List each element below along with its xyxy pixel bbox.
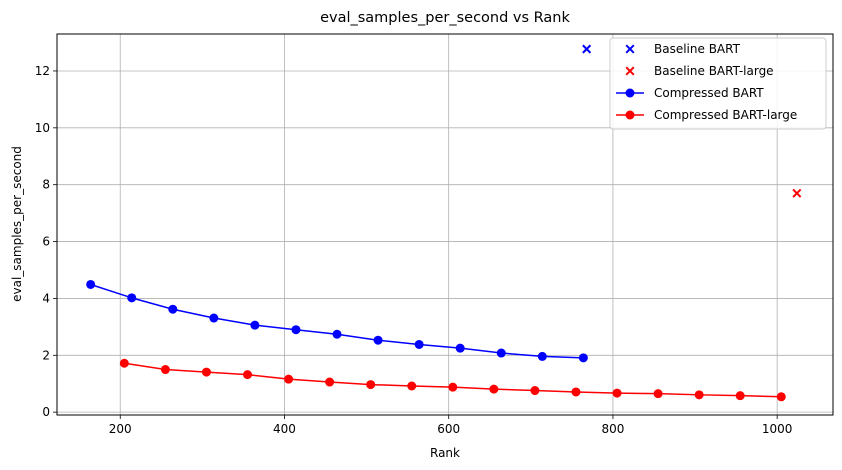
compressed-bart-large-point [119, 358, 129, 368]
x-tick-label: 600 [437, 422, 460, 436]
compressed-bart-large-point [612, 388, 622, 398]
y-tick-label: 10 [35, 121, 50, 135]
x-marker-stroke [625, 44, 635, 54]
compressed-bart-large-point [530, 386, 540, 396]
x-tick-label: 1000 [762, 422, 793, 436]
compressed-bart-point [537, 351, 547, 361]
plot-frame [56, 33, 834, 416]
y-tick-label: 4 [42, 291, 50, 305]
compressed-bart-large-point [243, 370, 253, 380]
compressed-bart-point [414, 339, 424, 349]
compressed-bart-point [291, 325, 301, 335]
compressed-bart-large-point [325, 377, 335, 387]
baseline-bart-large-point [792, 188, 802, 198]
compressed-bart-point [373, 335, 383, 345]
compressed-bart-large-point [776, 392, 786, 402]
compressed-bart-large-point [284, 374, 294, 384]
legend-label: Compressed BART [654, 86, 764, 100]
compressed-bart-large-point [448, 382, 458, 392]
legend-swatch-marker [625, 66, 635, 76]
x-tick-label: 400 [273, 422, 296, 436]
y-axis-label: eval_samples_per_second [10, 146, 24, 302]
compressed-bart-large-point [694, 390, 704, 400]
compressed-bart-point [127, 293, 137, 303]
compressed-bart-large-point [735, 391, 745, 401]
y-tick-label: 6 [42, 235, 50, 249]
baseline-bart-point [582, 44, 592, 54]
legend-label: Baseline BART-large [654, 64, 774, 78]
compressed-bart-large-point [571, 387, 581, 397]
legend-label: Baseline BART [654, 42, 741, 56]
y-tick-label: 0 [42, 405, 50, 419]
series-layer [86, 44, 802, 402]
compressed-bart-large-point [489, 384, 499, 394]
chart-title: eval_samples_per_second vs Rank [320, 10, 570, 26]
x-tick-label: 200 [109, 422, 132, 436]
legend: Baseline BART Baseline BART-large Compress… [609, 37, 827, 130]
compressed-bart-large-point [653, 389, 663, 399]
compressed-bart-large-point [201, 367, 211, 377]
y-tick-label: 8 [42, 178, 50, 192]
compressed-bart-point [168, 304, 178, 314]
compressed-bart-large-point [160, 365, 170, 375]
legend-swatch-marker [625, 88, 635, 98]
x-marker-stroke [582, 44, 592, 54]
compressed-bart-point [86, 279, 96, 289]
legend-item-baseline-bart-large: Baseline BART-large [625, 64, 774, 78]
legend-swatch-marker [625, 110, 635, 120]
legend-label: Compressed BART-large [654, 108, 797, 122]
compressed-bart-point [332, 329, 342, 339]
compressed-bart-point [455, 343, 465, 353]
series-baseline-bart-large [792, 188, 802, 198]
legend-item-baseline-bart: Baseline BART [625, 42, 741, 56]
compressed-bart-point [250, 320, 260, 330]
x-tick-label: 800 [601, 422, 624, 436]
compressed-bart-point [578, 353, 588, 363]
x-marker-stroke [625, 66, 635, 76]
legend-box [609, 37, 827, 130]
legend-item-compressed-bart: Compressed BART [616, 86, 764, 100]
compressed-bart-large-point [407, 381, 417, 391]
compressed-bart-point [496, 348, 506, 358]
compressed-bart-point [209, 313, 219, 323]
legend-item-compressed-bart-large: Compressed BART-large [616, 108, 797, 122]
x-marker-stroke [792, 188, 802, 198]
legend-swatch-marker [625, 44, 635, 54]
y-tick-label: 12 [35, 64, 50, 78]
series-compressed-bart [86, 279, 588, 363]
compressed-bart-large-point [366, 380, 376, 390]
y-tick-label: 2 [42, 348, 50, 362]
x-axis-label: Rank [430, 446, 460, 460]
ticks: 200 400 600 800 1000 0 2 4 6 8 10 12 [35, 64, 793, 436]
series-baseline-bart [582, 44, 592, 54]
series-compressed-bart-large [119, 358, 786, 402]
